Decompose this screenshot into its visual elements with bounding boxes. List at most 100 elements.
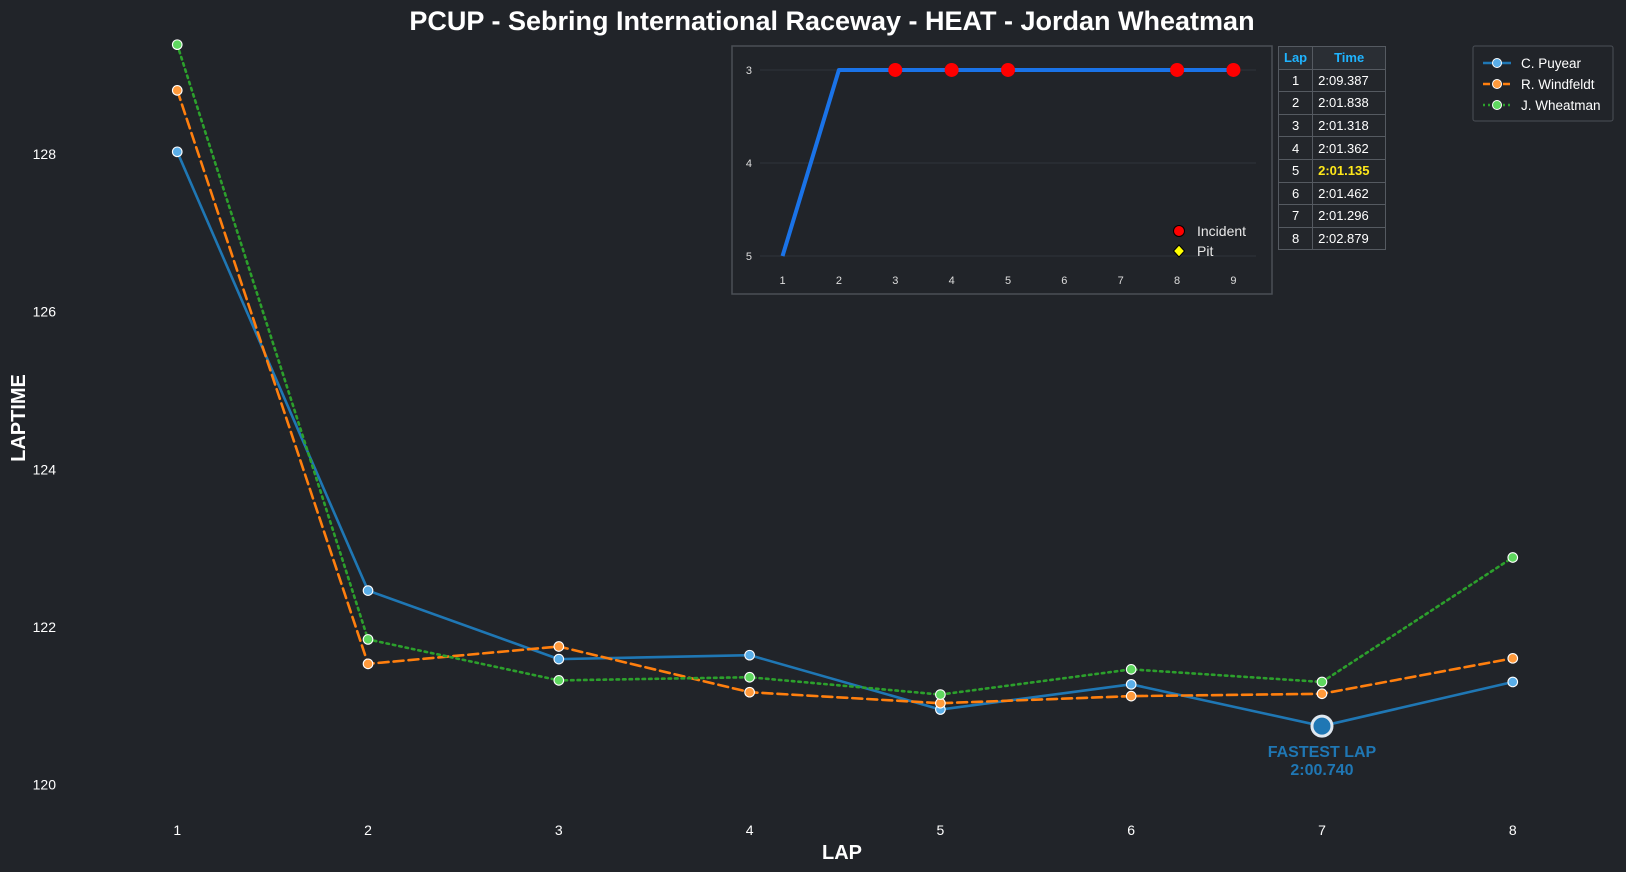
position-inset: 3 4 5 1 2 3 4 5 6 7 8 9 Incident Pit: [731, 45, 1273, 295]
lap-time-cell: 2:01.318: [1312, 113, 1387, 138]
inset-x-tick: 1: [779, 275, 785, 287]
table-row: 1 2:09.387: [1277, 68, 1387, 93]
series-line-0: [175, 150, 1515, 728]
lap-time-cell: 2:01.135: [1312, 158, 1387, 183]
inset-y-tick: 5: [746, 251, 752, 263]
table-row: 8 2:02.879: [1277, 226, 1387, 251]
inset-frame: [731, 45, 1273, 295]
main-legend: C. Puyear R. Windfeldt J. Wheatman: [1472, 45, 1614, 122]
lap-column-header: Lap: [1277, 46, 1314, 70]
lap-time-cell: 2:02.879: [1312, 226, 1387, 251]
lap-number-cell: 8: [1277, 226, 1314, 251]
y-tick-label: 128: [33, 146, 57, 162]
series-line-1: [175, 89, 1515, 705]
x-tick-label: 6: [1127, 822, 1135, 838]
series-point-1: [1125, 690, 1137, 702]
series-point-0: [362, 585, 374, 596]
series-point-0: [171, 146, 183, 158]
x-tick-label: 3: [555, 822, 563, 838]
lap-time-cell: 2:01.838: [1312, 91, 1387, 115]
lap-time-cell: 2:01.362: [1312, 136, 1387, 160]
series-point-2: [1125, 664, 1137, 675]
legend-box: [1472, 45, 1614, 122]
legend-marker-2: [1492, 100, 1502, 110]
legend-label-2: J. Wheatman: [1521, 98, 1601, 113]
lap-number-cell: 7: [1277, 204, 1314, 228]
y-tick-label: 126: [33, 304, 57, 320]
fastest-lap-label: FASTEST LAP: [1268, 744, 1377, 761]
incident-marker: [1001, 62, 1015, 77]
x-tick-label: 1: [173, 822, 181, 838]
pit-legend-icon: [1172, 244, 1186, 258]
time-column-header: Time: [1312, 46, 1387, 70]
lap-number-cell: 1: [1277, 68, 1314, 93]
series-point-2: [553, 675, 565, 686]
legend-label-1: R. Windfeldt: [1521, 77, 1595, 92]
inset-legend: Incident Pit: [1172, 223, 1246, 259]
inset-x-tick: 9: [1230, 275, 1236, 287]
inset-x-tick: 5: [1005, 275, 1011, 287]
table-row: 5 2:01.135: [1277, 158, 1387, 183]
inset-x-tick: 7: [1118, 275, 1124, 287]
fastest-lap-marker: [1310, 714, 1334, 738]
lap-number-cell: 6: [1277, 181, 1314, 206]
series-point-0: [1125, 678, 1137, 690]
incident-marker: [888, 62, 903, 77]
series-point-2: [171, 39, 183, 51]
lap-time-cell: 2:01.296: [1312, 204, 1387, 228]
incident-marker: [1226, 62, 1241, 77]
table-row: 3 2:01.318: [1277, 113, 1387, 138]
table-row: 6 2:01.462: [1277, 181, 1387, 206]
lap-number-cell: 5: [1277, 158, 1314, 183]
lap-number-cell: 4: [1277, 136, 1314, 160]
fastest-lap-time: 2:00.740: [1290, 762, 1353, 779]
main-series-group: [171, 39, 1519, 732]
y-tick-label: 122: [33, 619, 57, 635]
x-axis-label: LAP: [822, 842, 862, 864]
lap-time-cell: 2:01.462: [1312, 181, 1387, 206]
incident-marker: [944, 62, 959, 77]
x-tick-label: 5: [936, 822, 944, 838]
incident-marker: [1170, 62, 1185, 77]
incident-legend-label: Incident: [1197, 223, 1246, 239]
legend-label-0: C. Puyear: [1521, 56, 1582, 71]
series-point-0: [553, 653, 565, 665]
x-tick-label: 8: [1509, 822, 1517, 838]
table-row: 4 2:01.362: [1277, 136, 1387, 160]
series-point-2: [744, 671, 755, 683]
series-point-1: [1507, 652, 1519, 664]
series-point-2: [1316, 676, 1328, 688]
x-tick-label: 7: [1318, 822, 1326, 838]
y-tick-label: 120: [33, 776, 57, 792]
table-header-row: Lap Time: [1277, 46, 1387, 70]
fastest-lap-annotation: FASTEST LAP 2:00.740: [1268, 714, 1377, 779]
series-point-2: [935, 689, 946, 700]
legend-marker-0: [1492, 58, 1502, 68]
series-point-1: [362, 658, 374, 670]
lap-number-cell: 3: [1277, 113, 1314, 138]
lap-number-cell: 2: [1277, 91, 1314, 115]
series-point-1: [171, 85, 183, 96]
inset-axis-ticks: 3 4 5 1 2 3 4 5 6 7 8 9: [746, 65, 1237, 287]
y-tick-label: 124: [33, 461, 57, 477]
y-axis-label: LAPTIME: [8, 374, 30, 462]
lap-time-cell: 2:09.387: [1312, 68, 1387, 93]
table-row: 7 2:01.296: [1277, 204, 1387, 228]
pit-legend-label: Pit: [1197, 243, 1213, 259]
inset-x-tick: 6: [1061, 275, 1067, 287]
inset-x-tick: 4: [949, 275, 955, 287]
inset-y-tick: 4: [746, 158, 752, 170]
series-point-1: [1316, 688, 1328, 700]
series-point-1: [553, 641, 565, 652]
inset-x-tick: 3: [892, 275, 898, 287]
x-tick-label: 2: [364, 822, 372, 838]
incident-legend-icon: [1173, 225, 1185, 237]
chart-title: PCUP - Sebring International Raceway - H…: [409, 6, 1254, 36]
inset-incident-marks: [888, 62, 1241, 77]
series-point-0: [744, 649, 755, 661]
inset-y-tick: 3: [746, 65, 752, 77]
series-point-2: [362, 634, 374, 645]
series-point-0: [1507, 676, 1519, 688]
x-tick-label: 4: [746, 822, 754, 838]
inset-x-tick: 2: [836, 275, 842, 287]
